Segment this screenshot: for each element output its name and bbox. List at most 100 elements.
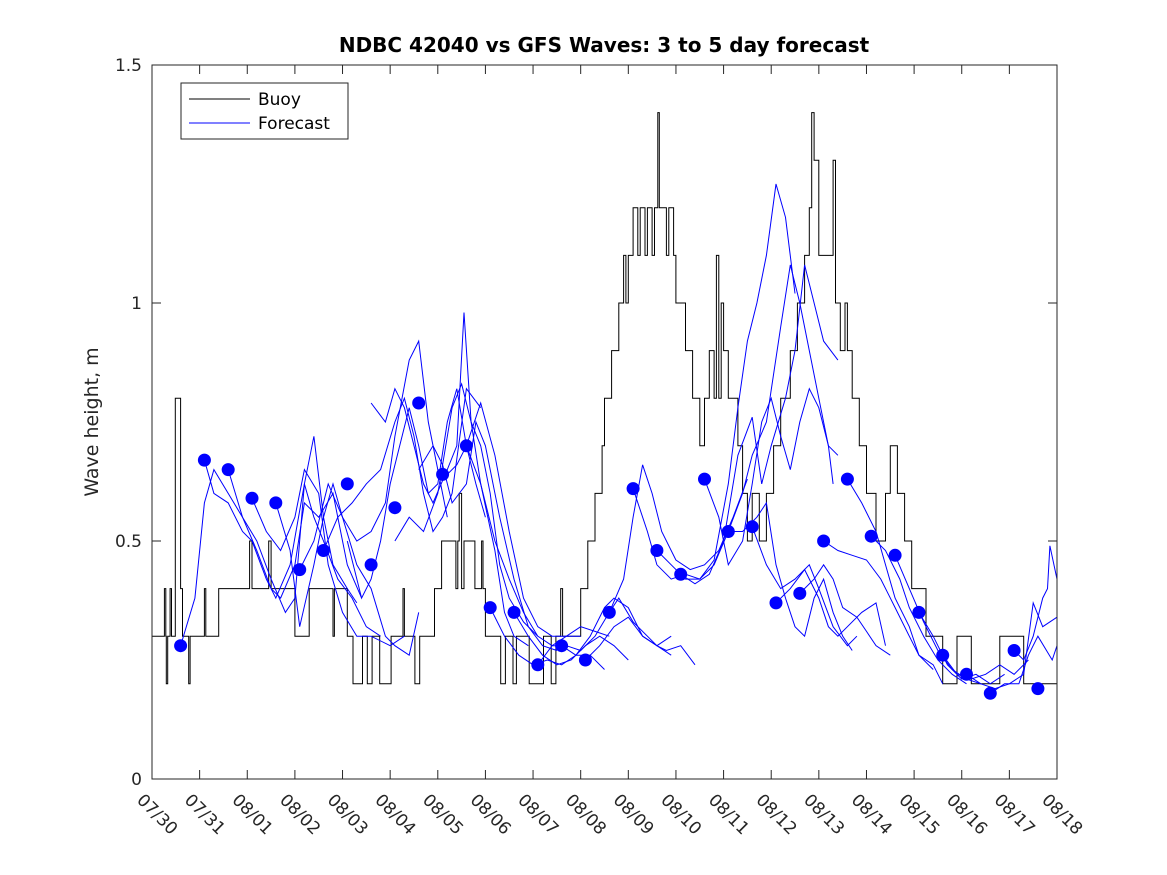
forecast-run-23: [704, 387, 839, 567]
y-axis-ticks: 0 0.5 1 1.5: [115, 56, 1057, 790]
forecast-run-9: [370, 312, 529, 647]
forecast-run-34: [966, 600, 1058, 690]
forecast-point-25: [745, 520, 759, 534]
x-tick-label: 08/01: [228, 790, 277, 839]
forecast-run-28: [823, 540, 934, 670]
forecast-point-28: [817, 534, 831, 548]
forecast-point-2: [197, 453, 211, 467]
forecast-point-30: [864, 529, 878, 543]
forecast-run-10: [394, 382, 539, 637]
forecast-point-5: [269, 496, 283, 510]
forecast-point-21: [650, 544, 664, 557]
x-tick-label: 08/09: [609, 790, 658, 839]
forecast-run-26: [775, 568, 886, 646]
forecast-point-32: [912, 605, 926, 619]
forecast-point-4: [245, 491, 259, 505]
x-tick-label: 08/16: [942, 790, 991, 839]
legend-buoy-label: Buoy: [258, 90, 301, 110]
forecast-point-8: [340, 477, 354, 491]
forecast-run-12: [442, 401, 581, 637]
forecast-point-26: [769, 596, 783, 610]
forecast-point-13: [459, 439, 473, 453]
plot-frame: [151, 64, 1058, 780]
forecast-run-6: [299, 339, 448, 570]
x-tick-label: 08/18: [1037, 790, 1086, 839]
forecast-point-20: [626, 482, 640, 496]
x-tick-label: 08/05: [418, 790, 467, 839]
forecast-point-24: [721, 525, 735, 538]
x-tick-label: 08/06: [466, 790, 515, 839]
forecast-point-17: [555, 639, 569, 653]
legend: Buoy Forecast: [180, 82, 349, 140]
y-tick-label: 1.5: [115, 56, 142, 76]
forecast-run-2: [203, 436, 358, 604]
forecast-point-19: [602, 605, 616, 619]
forecast-run-35: [990, 635, 1058, 694]
forecast-run-36: [1013, 545, 1058, 661]
forecast-point-23: [698, 472, 711, 486]
forecast-run-25: [751, 526, 858, 647]
x-tick-label: 08/13: [799, 790, 848, 839]
y-tick-label: 1: [131, 294, 142, 314]
forecast-point-15: [507, 605, 521, 619]
forecast-run-24: [728, 501, 853, 651]
x-tick-label: 08/15: [895, 790, 944, 839]
forecast-run-19: [608, 464, 748, 613]
forecast-run-20: [632, 264, 834, 580]
x-tick-label: 08/14: [847, 790, 896, 839]
x-tick-label: 08/04: [371, 790, 420, 839]
x-tick-label: 08/11: [704, 790, 753, 839]
y-tick-label: 0: [131, 770, 142, 790]
y-axis-label: Wave height, m: [81, 347, 103, 496]
forecast-point-31: [888, 548, 902, 562]
forecast-point-10: [388, 501, 402, 515]
y-tick-label: 0.5: [115, 532, 142, 552]
forecast-point-35: [983, 686, 997, 700]
forecast-point-27: [793, 586, 807, 600]
x-tick-label: 08/17: [990, 790, 1039, 839]
forecast-point-29: [840, 472, 854, 486]
x-tick-label: 07/30: [132, 790, 181, 839]
forecast-point-11: [412, 396, 426, 410]
forecast-run-27: [799, 563, 891, 656]
forecast-point-34: [960, 667, 973, 681]
forecast-point-18: [578, 653, 592, 667]
forecast-run-18: [585, 616, 696, 666]
forecast-markers: [174, 396, 1045, 700]
chart-title: NDBC 42040 vs GFS Waves: 3 to 5 day fore…: [339, 33, 870, 57]
forecast-point-36: [1007, 644, 1021, 657]
forecast-point-9: [364, 558, 378, 572]
x-tick-label: 08/08: [561, 790, 610, 839]
forecast-run-32: [918, 612, 1005, 685]
forecast-run-15: [513, 612, 629, 666]
forecast-point-37: [1031, 682, 1045, 696]
forecast-point-12: [436, 467, 450, 481]
forecast-run-22: [680, 264, 839, 585]
forecast-point-3: [221, 463, 235, 477]
forecast-point-6: [293, 563, 307, 577]
forecast-run-29: [846, 478, 944, 685]
x-tick-label: 08/12: [752, 790, 801, 839]
forecast-run-30: [870, 535, 967, 685]
forecast-point-7: [317, 544, 330, 557]
forecast-point-33: [936, 648, 950, 662]
x-tick-label: 07/31: [180, 790, 229, 839]
forecast-run-33: [942, 654, 1029, 680]
forecast-run-21: [656, 183, 796, 580]
x-tick-label: 08/07: [514, 790, 563, 839]
forecast-run-11: [418, 420, 558, 651]
forecast-point-1: [174, 639, 188, 653]
forecast-point-14: [483, 601, 497, 615]
forecast-run-13: [465, 445, 610, 647]
forecast-point-16: [531, 658, 545, 672]
forecast-run-4: [251, 468, 405, 647]
forecast-point-22: [674, 567, 688, 581]
legend-box: [180, 82, 349, 140]
x-tick-label: 08/10: [656, 790, 705, 839]
x-tick-label: 08/02: [275, 790, 324, 839]
legend-forecast-label: Forecast: [258, 114, 330, 134]
forecast-run-3: [227, 469, 381, 637]
x-tick-label: 08/03: [323, 790, 372, 839]
